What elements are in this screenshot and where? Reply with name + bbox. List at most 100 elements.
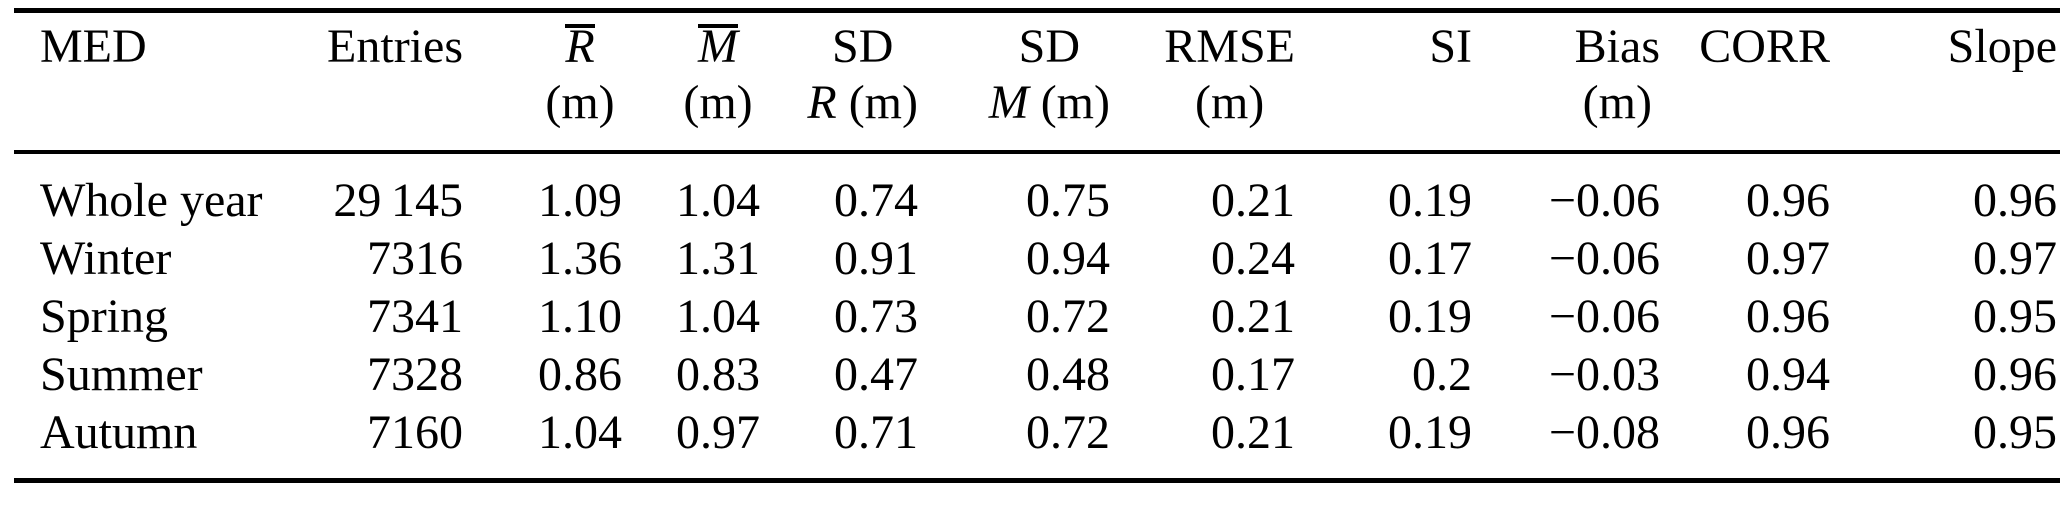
cell-sd-m: 0.72: [1026, 290, 1110, 343]
rbar-unit-label: (m): [545, 76, 615, 129]
col-header-sd-m: SD M (m): [939, 10, 1131, 154]
cell-rmse: 0.24: [1211, 232, 1295, 285]
cell-entries: 7160: [367, 406, 463, 459]
col-header-bias-lines: Bias (m): [1575, 19, 1660, 131]
cell-rbar: 1.04: [538, 406, 622, 459]
paper-table-wrap: MED Entries R (m) M (m): [14, 8, 2066, 483]
sd-r-unit-label: (m): [848, 76, 918, 129]
col-header-med-label: MED: [40, 20, 147, 73]
cell-mbar: 1.04: [676, 174, 760, 227]
cell-si: 0.19: [1388, 290, 1472, 343]
cell-rbar: 1.09: [538, 174, 622, 227]
col-header-sd-r: SD R (m): [781, 10, 939, 154]
header-row: MED Entries R (m) M (m): [14, 10, 2060, 154]
row-label: Spring: [40, 290, 169, 343]
col-header-sd-m-lines: SD M (m): [989, 19, 1110, 131]
cell-entries: 29 145: [333, 174, 463, 227]
cell-si: 0.19: [1388, 174, 1472, 227]
results-table: MED Entries R (m) M (m): [14, 8, 2060, 483]
col-header-mbar-lines: M (m): [676, 19, 760, 131]
cell-si: 0.17: [1388, 232, 1472, 285]
bias-unit-label: (m): [1582, 76, 1652, 129]
row-label: Summer: [40, 348, 203, 401]
col-header-si-label: SI: [1429, 20, 1472, 73]
col-header-sd-r-lines: SD R (m): [807, 19, 918, 131]
cell-bias: −0.06: [1548, 232, 1660, 285]
cell-rbar: 1.36: [538, 232, 622, 285]
cell-slope: 0.95: [1973, 290, 2057, 343]
table-row: Spring 7341 1.10 1.04 0.73 0.72 0.21 0.1…: [14, 288, 2060, 346]
sd-m-unit-line: M (m): [989, 75, 1110, 131]
rmse-unit-label: (m): [1194, 76, 1265, 129]
col-header-rbar: R (m): [484, 10, 643, 154]
cell-sd-m: 0.94: [1026, 232, 1110, 285]
sd-m-unit-label: (m): [1040, 76, 1110, 129]
col-header-corr-label: CORR: [1699, 20, 1830, 73]
col-header-bias: Bias (m): [1493, 10, 1681, 154]
cell-sd-m: 0.48: [1026, 348, 1110, 401]
col-header-rmse: RMSE (m): [1131, 10, 1316, 154]
cell-slope: 0.95: [1973, 406, 2057, 459]
cell-si: 0.19: [1388, 406, 1472, 459]
table-row: Winter 7316 1.36 1.31 0.91 0.94 0.24 0.1…: [14, 230, 2060, 288]
table-header: MED Entries R (m) M (m): [14, 10, 2060, 154]
table-row: Summer 7328 0.86 0.83 0.47 0.48 0.17 0.2…: [14, 346, 2060, 404]
cell-corr: 0.96: [1746, 290, 1830, 343]
cell-sd-m: 0.75: [1026, 174, 1110, 227]
cell-sd-r: 0.91: [834, 232, 918, 285]
cell-entries: 7328: [367, 348, 463, 401]
cell-corr: 0.94: [1746, 348, 1830, 401]
cell-entries: 7316: [367, 232, 463, 285]
rbar-symbol-line: R: [538, 19, 622, 75]
cell-mbar: 1.04: [676, 290, 760, 343]
col-header-si: SI: [1316, 10, 1493, 154]
bias-label: Bias: [1574, 20, 1660, 73]
sd-r-var-symbol: R: [807, 76, 837, 129]
col-header-entries-label: Entries: [327, 20, 463, 73]
cell-rmse: 0.17: [1211, 348, 1295, 401]
mbar-symbol-line: M: [676, 19, 760, 75]
cell-rbar: 0.86: [538, 348, 622, 401]
col-header-rbar-lines: R (m): [538, 19, 622, 131]
cell-slope: 0.97: [1973, 232, 2057, 285]
sd-m-var-symbol: M: [988, 76, 1029, 129]
rbar-overline-symbol: R: [565, 20, 595, 73]
cell-sd-r: 0.73: [834, 290, 918, 343]
cell-rmse: 0.21: [1211, 174, 1295, 227]
cell-bias: −0.03: [1548, 348, 1660, 401]
row-label: Autumn: [40, 406, 198, 459]
cell-bias: −0.06: [1548, 174, 1660, 227]
cell-sd-r: 0.47: [834, 348, 918, 401]
cell-rmse: 0.21: [1211, 406, 1295, 459]
cell-entries: 7341: [367, 290, 463, 343]
mbar-unit-label: (m): [683, 76, 753, 129]
cell-bias: −0.08: [1548, 406, 1660, 459]
table-row: Whole year 29 145 1.09 1.04 0.74 0.75 0.…: [14, 152, 2060, 230]
col-header-entries: Entries: [314, 10, 484, 154]
col-header-med: MED: [14, 10, 314, 154]
cell-corr: 0.96: [1746, 406, 1830, 459]
table-row: Autumn 7160 1.04 0.97 0.71 0.72 0.21 0.1…: [14, 404, 2060, 481]
cell-rmse: 0.21: [1211, 290, 1295, 343]
cell-corr: 0.97: [1746, 232, 1830, 285]
cell-mbar: 1.31: [676, 232, 760, 285]
col-header-corr: CORR: [1681, 10, 1851, 154]
col-header-mbar: M (m): [643, 10, 781, 154]
sd-m-label: SD: [1018, 20, 1081, 73]
col-header-slope: Slope: [1851, 10, 2060, 154]
cell-slope: 0.96: [1973, 174, 2057, 227]
cell-slope: 0.96: [1973, 348, 2057, 401]
col-header-rmse-lines: RMSE (m): [1164, 19, 1295, 131]
sd-r-label: SD: [832, 20, 894, 73]
col-header-slope-label: Slope: [1947, 20, 2057, 73]
cell-mbar: 0.83: [676, 348, 760, 401]
cell-sd-r: 0.74: [834, 174, 918, 227]
sd-r-unit-line: R (m): [807, 75, 918, 131]
cell-rbar: 1.10: [538, 290, 622, 343]
row-label: Whole year: [40, 174, 263, 227]
table-body: Whole year 29 145 1.09 1.04 0.74 0.75 0.…: [14, 152, 2060, 481]
cell-bias: −0.06: [1548, 290, 1660, 343]
cell-sd-r: 0.71: [834, 406, 918, 459]
cell-si: 0.2: [1412, 348, 1472, 401]
mbar-overline-symbol: M: [698, 20, 738, 73]
